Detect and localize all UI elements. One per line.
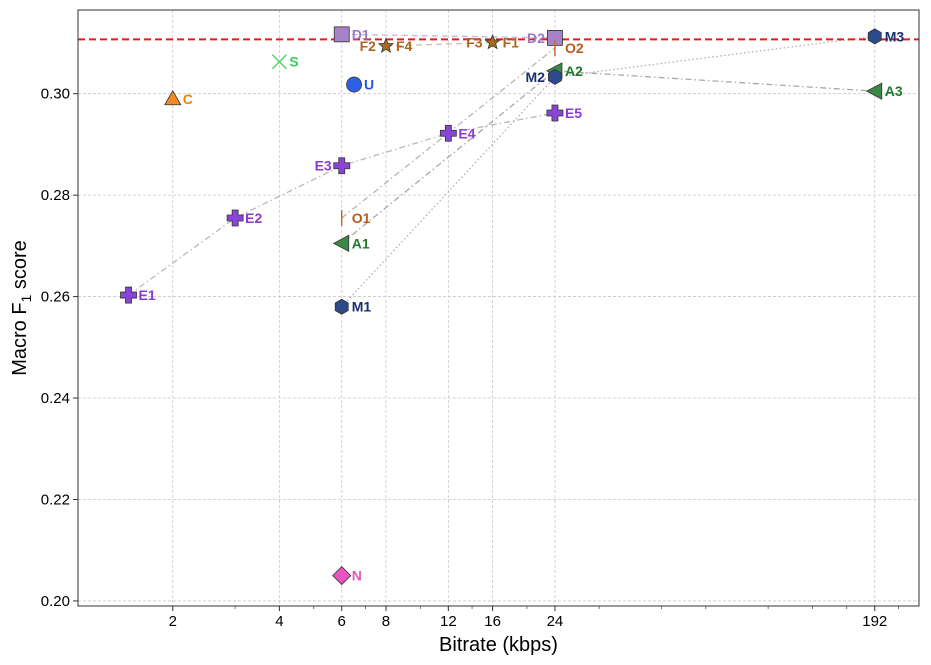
data-points: E1 E2 E3 E4 E5 C S U D1 D2 F2 F4 F3 F1 O1 O2 A1 A2 A3 M1 M2 M… [120,26,905,586]
y-ticks: 0.20 0.22 0.24 0.26 0.28 0.30 [41,86,78,610]
marker-u [346,76,362,93]
point-e3: E3 [315,157,351,175]
x-tick-label: 6 [338,613,346,630]
marker-e4 [439,124,457,142]
x-tick-label: 2 [169,613,177,630]
marker-a3 [865,82,883,100]
x-tick-label: 24 [547,613,564,630]
marker-c [164,89,182,106]
point-label-f3: F3 [466,34,483,50]
point-m3: M3 [867,28,905,45]
point-label-f2: F2 [360,38,377,54]
point-label-d2: D2 [527,30,545,46]
y-tick-label: 0.30 [41,86,70,103]
point-label-e5: E5 [565,105,582,121]
marker-e2 [226,209,244,227]
connector-m-series [341,35,875,308]
connector-f-series [385,41,493,47]
x-ticks: 2 4 6 8 12 16 24 192 [169,606,899,630]
x-tick-label: 4 [275,613,283,630]
y-axis-label: Macro F1 score [9,240,34,376]
point-e1: E1 [120,286,156,304]
marker-e5 [546,104,564,122]
y-tick-label: 0.22 [41,491,70,508]
y-axis-label-subscript: 1 [18,294,34,302]
marker-d1 [333,26,350,43]
point-a3: A3 [865,82,903,100]
point-c: C [164,89,193,107]
marker-m2 [548,68,562,85]
connector-d-series [341,33,555,39]
marker-e1 [120,286,137,304]
x-tick-label: 12 [440,613,457,630]
grid [78,10,919,606]
point-label-m2: M2 [525,69,545,85]
point-label-m3: M3 [885,28,905,44]
point-a1: A1 [332,234,370,252]
point-f4: F4 [396,38,413,54]
connectors [128,33,875,308]
y-axis-label-main: Macro F [9,302,31,375]
point-o1: O1 [340,209,371,226]
plot-frame [77,9,920,607]
y-tick-label: 0.20 [41,593,70,610]
point-e5: E5 [546,104,582,122]
point-label-c: C [183,91,193,107]
point-o2: O2 [554,40,584,57]
y-tick-label: 0.26 [41,289,70,306]
marker-f2 [377,37,395,53]
x-tick-label: 8 [382,613,390,630]
point-label-a2: A2 [565,63,583,79]
point-label-e1: E1 [139,287,156,303]
point-label-e4: E4 [458,125,475,141]
x-axis-label: Bitrate (kbps) [439,634,558,656]
marker-m3 [867,28,882,45]
marker-s [271,54,287,70]
y-axis-label-tail: score [9,240,31,294]
point-label-d1: D1 [352,26,370,42]
point-f1: F1 [503,34,520,50]
x-tick-label: 192 [862,613,887,630]
point-label-f1: F1 [503,34,520,50]
point-label-e2: E2 [245,210,262,226]
marker-n [332,566,352,586]
point-label-f4: F4 [396,38,413,54]
point-label-u: U [364,77,374,93]
point-m1: M1 [334,298,372,315]
point-label-e3: E3 [315,158,332,174]
point-u: U [346,76,374,93]
point-label-o1: O1 [352,210,371,226]
marker-f3 [484,33,501,50]
point-label-o2: O2 [565,40,584,56]
point-d2: D2 [527,30,563,46]
point-label-a1: A1 [352,235,370,251]
marker-m1 [334,298,349,315]
point-label-s: S [289,54,298,70]
point-f2: F2 [360,37,395,54]
point-n: N [332,566,362,586]
point-label-a3: A3 [885,83,903,99]
point-e4: E4 [439,124,476,142]
y-tick-label: 0.24 [41,390,70,407]
point-e2: E2 [226,209,262,227]
point-label-m1: M1 [352,299,372,315]
point-d1: D1 [333,26,370,43]
connector-a-series [341,70,875,244]
point-s: S [271,54,299,70]
marker-a1 [332,234,350,252]
point-label-n: N [352,568,362,584]
point-f3: F3 [466,33,501,50]
y-tick-label: 0.28 [41,187,70,204]
x-tick-label: 16 [484,613,501,630]
point-m2: M2 [525,68,562,85]
marker-e3 [333,157,351,175]
